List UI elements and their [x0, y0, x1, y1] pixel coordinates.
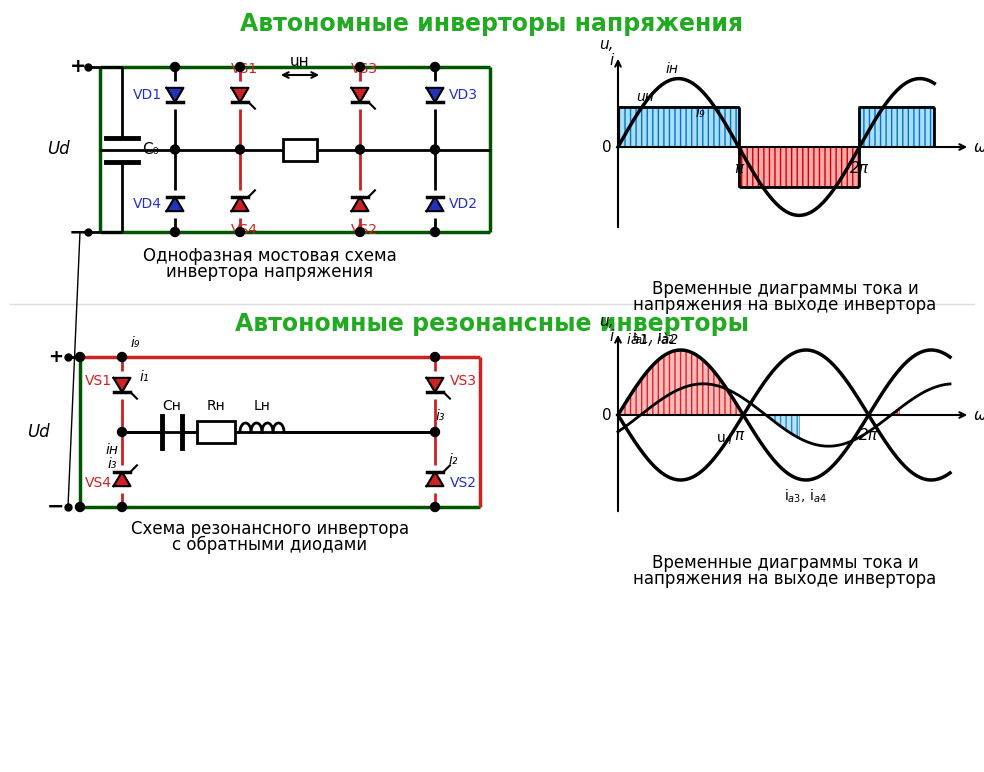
Text: i: i: [610, 329, 614, 344]
Circle shape: [431, 63, 440, 72]
Text: ià1, ià2: ià1, ià2: [628, 333, 679, 347]
Text: VS2: VS2: [350, 223, 378, 237]
Polygon shape: [426, 197, 444, 212]
Text: 0: 0: [602, 140, 612, 154]
Polygon shape: [426, 472, 444, 486]
Text: u,: u,: [599, 37, 614, 52]
Text: i₁: i₁: [140, 370, 150, 384]
Bar: [739, 147, 859, 187]
Circle shape: [170, 228, 179, 236]
Text: iн: iн: [105, 443, 118, 457]
Circle shape: [431, 428, 440, 436]
Text: ωt: ωt: [974, 408, 984, 422]
Text: с обратными диодами: с обратными диодами: [172, 536, 368, 554]
Text: i₂: i₂: [449, 453, 458, 467]
Text: +: +: [48, 348, 64, 366]
Text: Cн: Cн: [162, 399, 181, 413]
Text: VS1: VS1: [230, 62, 258, 76]
Polygon shape: [113, 472, 131, 486]
Circle shape: [355, 145, 364, 154]
Text: VD4: VD4: [133, 197, 161, 211]
Text: I₉: I₉: [696, 107, 705, 120]
Circle shape: [431, 353, 440, 361]
Polygon shape: [231, 197, 248, 212]
Text: VD1: VD1: [133, 88, 161, 102]
Circle shape: [170, 63, 179, 72]
Text: uн: uн: [636, 90, 654, 104]
Text: Однофазная мостовая схема: Однофазная мостовая схема: [143, 247, 397, 265]
Text: ωt: ωt: [974, 140, 984, 154]
Polygon shape: [351, 197, 368, 212]
Circle shape: [235, 145, 244, 154]
Text: VS3: VS3: [450, 374, 476, 388]
Text: i₉: i₉: [130, 336, 140, 350]
Text: напряжения на выходе инвертора: напряжения на выходе инвертора: [634, 296, 937, 314]
Polygon shape: [113, 378, 131, 392]
Text: инвертора напряжения: инвертора напряжения: [166, 263, 374, 281]
Polygon shape: [426, 378, 444, 392]
Text: VS1: VS1: [85, 374, 111, 388]
Circle shape: [76, 353, 85, 361]
Polygon shape: [231, 88, 248, 102]
Text: i$_{a1}$, i$_{a2}$: i$_{a1}$, i$_{a2}$: [632, 328, 674, 346]
Text: Временные диаграммы тока и: Временные диаграммы тока и: [651, 280, 918, 298]
Text: 0: 0: [602, 408, 612, 422]
Circle shape: [431, 503, 440, 512]
Text: u$_н$: u$_н$: [716, 432, 733, 447]
Text: +: +: [70, 57, 87, 76]
Circle shape: [117, 353, 127, 361]
Bar: [283, 138, 317, 161]
Text: Схема резонансного инвертора: Схема резонансного инвертора: [131, 520, 409, 538]
Text: VS2: VS2: [450, 476, 476, 490]
Text: zн: zн: [292, 143, 308, 157]
Text: напряжения на выходе инвертора: напряжения на выходе инвертора: [634, 570, 937, 588]
Text: VS4: VS4: [85, 476, 111, 490]
Circle shape: [431, 145, 440, 154]
Circle shape: [431, 228, 440, 236]
Polygon shape: [166, 88, 183, 102]
Text: VS4: VS4: [230, 223, 258, 237]
Text: VS3: VS3: [350, 62, 378, 76]
Polygon shape: [351, 88, 368, 102]
Circle shape: [235, 63, 244, 72]
Text: i$_{a3}$, i$_{a4}$: i$_{a3}$, i$_{a4}$: [784, 487, 828, 505]
Bar: [197, 421, 235, 443]
Circle shape: [170, 145, 179, 154]
Bar: [859, 107, 934, 147]
Text: Ud: Ud: [27, 423, 49, 441]
Text: iн: iн: [666, 62, 679, 76]
Text: π: π: [734, 161, 743, 176]
Text: u,: u,: [599, 314, 614, 329]
Text: uн: uн: [290, 53, 310, 69]
Text: VD2: VD2: [449, 197, 477, 211]
Text: Rн: Rн: [207, 399, 225, 413]
Text: Временные диаграммы тока и: Временные диаграммы тока и: [651, 554, 918, 572]
Text: i₃: i₃: [435, 409, 445, 423]
Circle shape: [117, 428, 127, 436]
Circle shape: [76, 503, 85, 512]
Circle shape: [235, 228, 244, 236]
Text: i₃: i₃: [107, 457, 117, 471]
Circle shape: [355, 63, 364, 72]
Text: C₀: C₀: [142, 142, 158, 157]
Text: 2π: 2π: [859, 428, 878, 443]
Text: i: i: [610, 53, 614, 68]
Text: Ud: Ud: [46, 141, 69, 158]
Text: −: −: [69, 222, 88, 242]
Text: Lн: Lн: [254, 399, 271, 413]
Text: Автономные резонансные инверторы: Автономные резонансные инверторы: [235, 312, 749, 336]
Text: −: −: [47, 497, 65, 517]
Text: 2π: 2π: [850, 161, 869, 176]
Text: Автономные инверторы напряжения: Автономные инверторы напряжения: [240, 12, 744, 36]
Circle shape: [355, 228, 364, 236]
Text: VD3: VD3: [449, 88, 477, 102]
Polygon shape: [166, 197, 183, 212]
Circle shape: [117, 503, 127, 512]
Bar: [618, 107, 739, 147]
Text: π: π: [734, 428, 743, 443]
Polygon shape: [426, 88, 444, 102]
